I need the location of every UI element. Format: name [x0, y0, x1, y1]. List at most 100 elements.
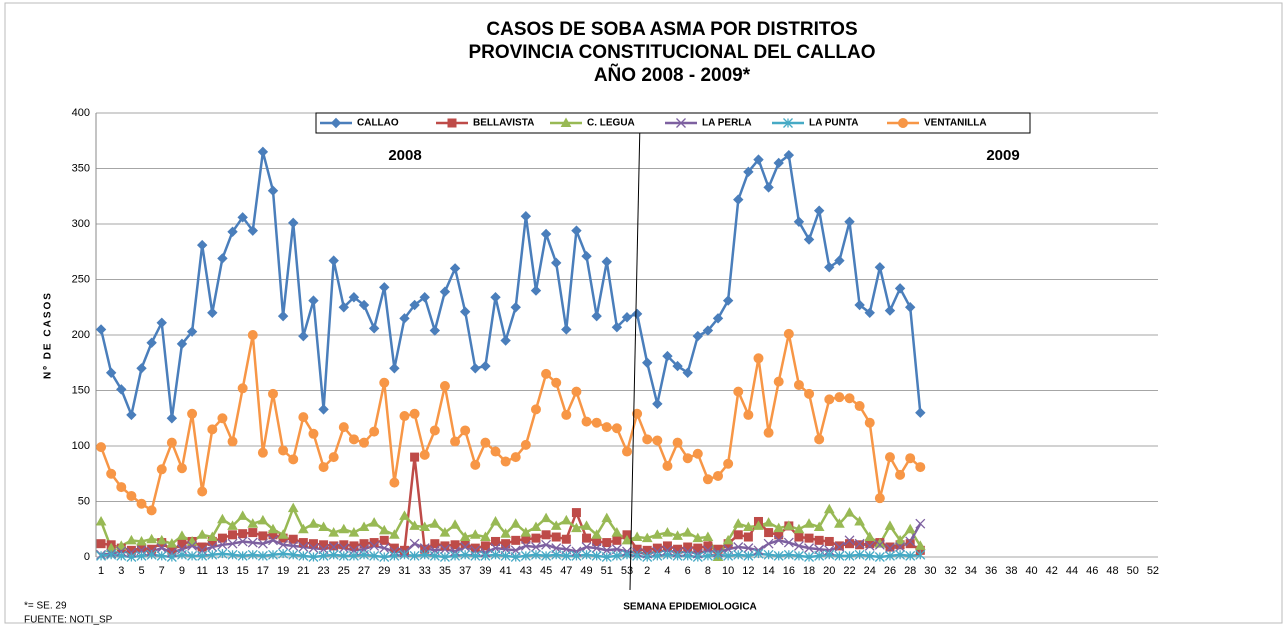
marker [682, 453, 693, 464]
marker [632, 408, 643, 419]
marker [268, 388, 278, 399]
marker [116, 482, 127, 493]
marker [166, 538, 178, 548]
marker [176, 338, 188, 350]
marker [813, 205, 825, 216]
marker [358, 299, 370, 311]
marker [460, 549, 471, 560]
y-tick-label: 100 [72, 440, 90, 452]
marker [612, 535, 622, 545]
marker [409, 299, 420, 311]
marker [439, 381, 450, 392]
marker [520, 550, 531, 561]
marker [288, 217, 299, 229]
marker [621, 312, 633, 323]
marker [248, 528, 258, 538]
marker [368, 323, 380, 334]
marker [480, 437, 491, 448]
marker [359, 437, 370, 448]
marker [773, 550, 784, 561]
marker [793, 379, 804, 390]
marker [510, 302, 521, 313]
marker [905, 453, 916, 464]
legend-marker [676, 118, 686, 128]
footnote: *= SE. 29 [24, 601, 67, 612]
marker [783, 520, 795, 530]
marker [915, 462, 926, 473]
marker [257, 550, 268, 561]
x-tick-label: 2 [644, 565, 650, 577]
marker [480, 541, 490, 551]
marker [268, 549, 278, 560]
marker [308, 543, 319, 554]
marker [854, 538, 865, 549]
y-tick-label: 400 [72, 107, 90, 119]
marker [895, 549, 906, 560]
marker [227, 436, 238, 447]
marker [105, 367, 117, 378]
x-tick-label: 52 [1147, 565, 1159, 577]
marker [824, 536, 834, 546]
marker [601, 422, 612, 433]
x-tick-label: 16 [783, 565, 795, 577]
marker [732, 518, 744, 528]
marker [207, 549, 218, 560]
marker [217, 413, 228, 424]
marker [359, 549, 369, 560]
marker [217, 253, 228, 264]
marker [713, 470, 724, 481]
marker [844, 550, 855, 561]
marker [693, 543, 703, 553]
marker [834, 255, 845, 266]
marker [136, 550, 147, 561]
marker [854, 299, 865, 311]
marker [601, 512, 613, 523]
marker [884, 452, 895, 463]
marker [683, 542, 693, 552]
marker [915, 407, 926, 418]
chart-title: AÑO 2008 - 2009* [594, 64, 751, 86]
marker [692, 552, 703, 562]
marker [298, 550, 309, 561]
marker [480, 550, 491, 561]
legend-label: C. LEGUA [587, 118, 635, 129]
marker [622, 446, 632, 457]
marker [247, 549, 258, 560]
x-tick-label: 22 [843, 565, 855, 577]
marker [582, 533, 592, 543]
marker [581, 549, 592, 560]
marker [884, 520, 896, 530]
marker [844, 535, 855, 546]
marker [187, 540, 198, 551]
legend-marker [898, 118, 908, 128]
marker [207, 307, 218, 319]
marker [874, 493, 885, 504]
marker [733, 530, 743, 540]
marker [409, 538, 420, 549]
x-tick-label: 18 [803, 565, 815, 577]
marker [854, 515, 865, 526]
series-line [99, 151, 922, 420]
marker [247, 518, 259, 528]
marker [146, 549, 157, 560]
x-tick-label: 29 [378, 565, 390, 577]
marker [874, 539, 885, 550]
marker [915, 518, 926, 529]
marker [217, 533, 227, 543]
marker [672, 550, 683, 561]
marker [642, 552, 653, 562]
annotation: 2009 [986, 147, 1019, 164]
chart-title: PROVINCIA CONSTITUCIONAL DEL CALLAO [468, 42, 875, 63]
marker [278, 548, 289, 559]
legend-marker [447, 118, 457, 128]
marker [804, 388, 815, 399]
marker [702, 550, 713, 561]
legend-label: LA PUNTA [809, 118, 858, 129]
marker [217, 548, 228, 559]
marker [328, 542, 339, 552]
y-tick-label: 300 [72, 218, 90, 230]
marker [449, 519, 461, 529]
marker [500, 456, 511, 467]
marker [338, 523, 350, 534]
marker [803, 234, 815, 245]
